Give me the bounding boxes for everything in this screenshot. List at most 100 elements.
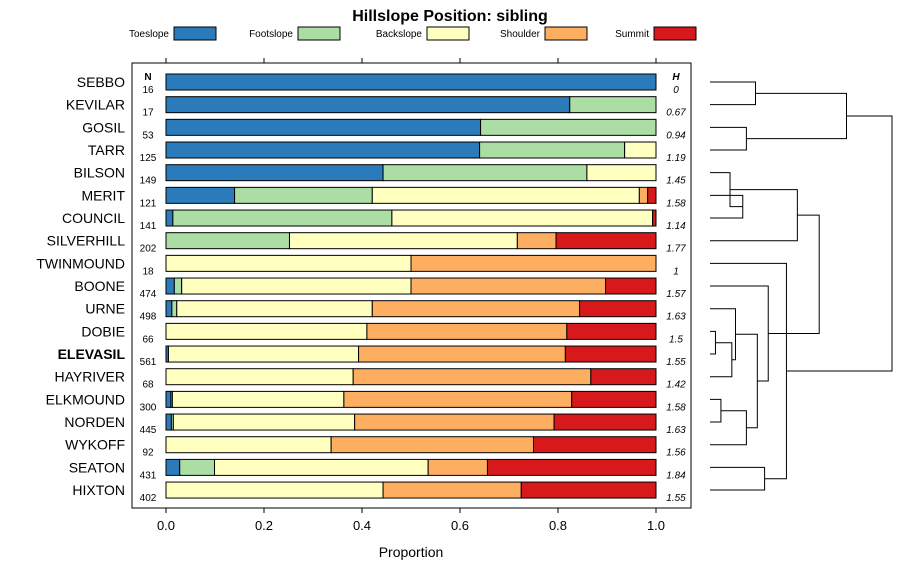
legend-swatch-shoulder — [544, 26, 588, 41]
h-value: 1.63 — [666, 425, 686, 436]
bar-segment-toeslope — [165, 73, 657, 91]
bar-segment-backslope — [165, 436, 332, 454]
category-label: SEATON — [69, 459, 125, 475]
bar-segment-summit — [555, 232, 657, 250]
legend-label: Summit — [615, 29, 649, 40]
x-tick-label: 0.8 — [549, 518, 567, 533]
n-value: 68 — [142, 380, 154, 391]
bar-segment-toeslope — [165, 458, 181, 476]
h-value: 1.55 — [666, 357, 686, 368]
category-label: BILSON — [74, 165, 125, 181]
h-header: H — [672, 72, 680, 83]
bar-segment-backslope — [586, 164, 657, 182]
bar-segment-toeslope — [165, 413, 172, 431]
bar-segment-shoulder — [352, 368, 592, 386]
dendrogram-link — [710, 410, 747, 446]
x-tick-label: 0.4 — [353, 518, 371, 533]
bar-segment-shoulder — [638, 186, 649, 204]
bar-segment-summit — [520, 481, 657, 499]
h-value: 1.5 — [669, 334, 683, 345]
n-value: 66 — [142, 334, 154, 345]
bar-segment-footslope — [382, 164, 588, 182]
bar-segment-backslope — [167, 345, 360, 363]
dendrogram — [710, 81, 893, 491]
bar-segment-backslope — [181, 277, 412, 295]
bar-segment-summit — [652, 209, 657, 227]
legend-swatch-backslope — [426, 26, 470, 41]
category-label: MERIT — [81, 187, 125, 203]
bar-segment-shoulder — [371, 300, 581, 318]
n-value: 141 — [140, 221, 157, 232]
bar-segment-footslope — [172, 209, 393, 227]
bar-segment-summit — [553, 413, 657, 431]
dendrogram-link — [710, 81, 756, 106]
dendrogram-link — [710, 466, 766, 491]
bar-segment-backslope — [171, 390, 345, 408]
category-label: SEBBO — [77, 74, 125, 90]
h-value: 1.57 — [666, 289, 686, 300]
bar-segment-backslope — [165, 322, 368, 340]
bar-segment-toeslope — [165, 96, 571, 114]
h-value: 1.14 — [666, 221, 686, 232]
bar-segment-summit — [566, 322, 657, 340]
legend-swatch-footslope — [297, 26, 341, 41]
n-header: N — [144, 72, 151, 83]
x-tick-label: 0.2 — [255, 518, 273, 533]
h-value: 0 — [673, 85, 679, 96]
category-label: TWINMOUND — [36, 255, 125, 271]
bar-segment-toeslope — [165, 164, 384, 182]
bar-segment-backslope — [176, 300, 373, 318]
legend-swatch-summit — [653, 26, 697, 41]
dendrogram-link — [786, 115, 893, 372]
n-value: 16 — [142, 85, 154, 96]
bar-segment-summit — [647, 186, 657, 204]
bar-segment-shoulder — [343, 390, 573, 408]
h-value: 0.67 — [666, 108, 686, 119]
legend-label: Footslope — [249, 29, 293, 40]
dendrogram-link — [768, 214, 820, 334]
n-value: 125 — [140, 153, 157, 164]
plot-area — [131, 62, 692, 509]
bar-segment-summit — [590, 368, 657, 386]
n-value: 121 — [140, 198, 157, 209]
category-label: SILVERHILL — [47, 233, 126, 249]
n-value: 17 — [142, 108, 154, 119]
bar-segment-summit — [579, 300, 657, 318]
dendrogram-link — [710, 398, 722, 423]
h-value: 1.42 — [666, 380, 686, 391]
bar-segment-toeslope — [165, 209, 174, 227]
dendrogram-link — [710, 189, 798, 242]
category-label: HAYRIVER — [54, 369, 125, 385]
bar-segment-footslope — [171, 300, 178, 318]
category-label: DOBIE — [81, 323, 125, 339]
h-value: 1 — [673, 266, 679, 277]
category-label: ELKMOUND — [46, 391, 125, 407]
h-value: 1.56 — [666, 448, 686, 459]
h-value: 0.94 — [666, 130, 686, 141]
category-label: ELEVASIL — [58, 346, 126, 362]
n-value: 202 — [140, 244, 157, 255]
bar-segment-toeslope — [165, 141, 481, 159]
bar-segment-shoulder — [330, 436, 534, 454]
dendrogram-link — [710, 262, 787, 480]
bar-segment-footslope — [173, 277, 183, 295]
dendrogram-link — [710, 330, 716, 355]
bar-segment-shoulder — [427, 458, 488, 476]
h-value: 1.63 — [666, 312, 686, 323]
category-label: URNE — [85, 301, 125, 317]
legend-label: Shoulder — [500, 29, 541, 40]
bar-segment-footslope — [479, 141, 626, 159]
bar-segment-footslope — [569, 96, 657, 114]
h-value: 1.45 — [666, 176, 686, 187]
legend-label: Toeslope — [129, 29, 169, 40]
bar-segment-backslope — [624, 141, 657, 159]
category-label: KEVILAR — [66, 97, 125, 113]
bar-segment-toeslope — [165, 277, 175, 295]
category-label: COUNCIL — [62, 210, 125, 226]
h-value: 1.84 — [666, 470, 686, 481]
bar-segment-summit — [533, 436, 657, 454]
plot-frame — [131, 62, 692, 509]
bar-segment-toeslope — [165, 186, 236, 204]
